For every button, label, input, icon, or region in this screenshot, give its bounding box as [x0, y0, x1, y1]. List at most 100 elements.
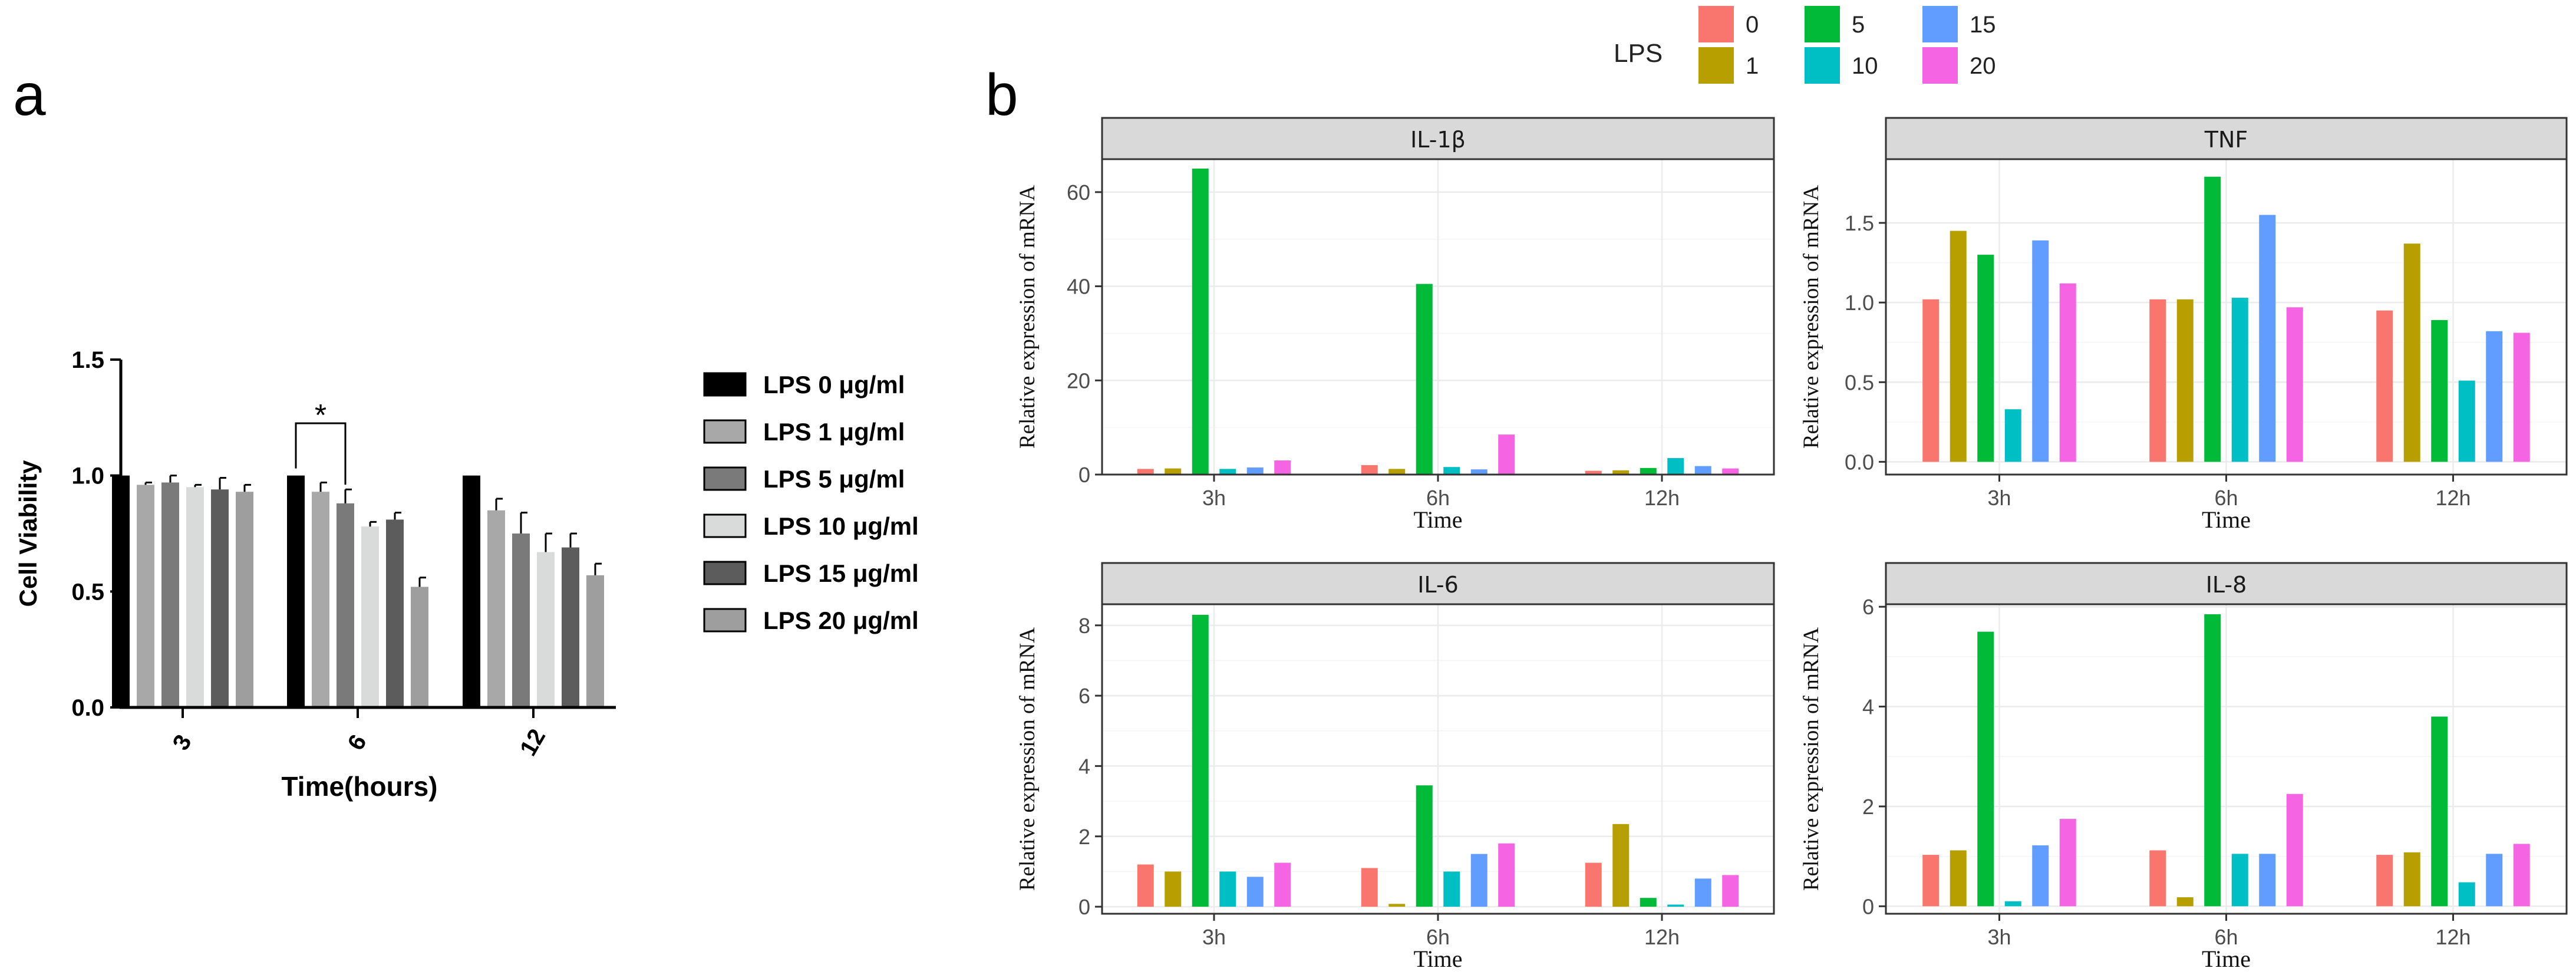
x-tick-label: 12h	[2435, 925, 2471, 949]
facet-border	[1885, 603, 2568, 915]
facet-title: IL-6	[1417, 572, 1459, 598]
bar-2-1	[2403, 243, 2420, 462]
y-tick-label: 4	[1078, 754, 1090, 778]
bar-2-5	[2513, 332, 2530, 462]
y-tick-label: 0.5	[71, 579, 104, 605]
bar-0-0	[1922, 855, 1940, 907]
y-axis-title: Relative expression of mRNA	[1015, 627, 1040, 891]
bar-4-2	[562, 547, 579, 707]
bar-2-0	[1585, 862, 1602, 907]
y-tick-label: 8	[1078, 614, 1090, 638]
bar-0-4	[1246, 877, 1264, 907]
bar-0-3	[1219, 469, 1236, 475]
bar-2-2	[1640, 898, 1657, 907]
bar-3-0	[186, 487, 204, 707]
legend-key-2	[1922, 6, 1958, 42]
legend-swatch-3	[703, 513, 747, 538]
bar-2-4	[2486, 331, 2503, 462]
x-axis-title: Time	[1413, 946, 1462, 972]
legend-entry-4: 10	[1852, 53, 1878, 79]
bar-2-2	[2431, 716, 2448, 907]
y-tick-label: 4	[1862, 695, 1874, 719]
significance-bracket	[295, 422, 347, 485]
bar-1-2	[2204, 614, 2221, 907]
legend-entry-3: 1	[1746, 53, 1759, 79]
y-tick-label: 40	[1067, 275, 1090, 299]
bar-1-5	[1498, 843, 1515, 907]
bar-2-5	[2513, 844, 2530, 907]
x-tick-label: 6	[343, 730, 372, 755]
legend-entry-5: 20	[1970, 53, 1996, 79]
bar-1-2	[1416, 284, 1433, 475]
legend-title: LPS	[1614, 39, 1663, 68]
bar-1-0	[137, 485, 154, 707]
legend-label-5: LPS 20 μg/ml	[763, 607, 919, 634]
x-tick-label: 3h	[1987, 925, 2011, 949]
bar-1-2	[1416, 785, 1433, 907]
facet-border	[1101, 158, 1775, 476]
bar-4-0	[211, 489, 229, 707]
bar-0-2	[1192, 168, 1209, 475]
facet-strip	[1101, 117, 1775, 160]
bar-2-0	[161, 482, 179, 707]
bar-1-4	[2259, 854, 2276, 907]
bar-0-2	[1977, 631, 1994, 907]
bar-0-2	[463, 475, 480, 707]
bar-2-1	[337, 503, 354, 707]
y-tick-label: 20	[1067, 368, 1090, 393]
facet-2: IL-6 3h 6h 12h 0 2 4 6 8 Relative expression of m…	[1015, 562, 1775, 972]
bar-0-5	[1274, 460, 1291, 475]
x-tick-label: 12h	[1644, 925, 1680, 949]
x-tick-label: 12	[515, 725, 550, 760]
legend-key-4	[1805, 47, 1840, 84]
bar-1-5	[2286, 307, 2303, 462]
bar-3-2	[537, 552, 555, 707]
bar-1-4	[1470, 469, 1487, 475]
bar-0-5	[2059, 819, 2076, 907]
x-axis-title: Time	[1413, 506, 1462, 533]
legend-entry-1: 5	[1852, 12, 1865, 38]
bar-1-3	[1443, 467, 1460, 475]
bar-0-1	[287, 475, 305, 707]
bar-0-3	[1219, 871, 1236, 907]
y-tick-label: 0	[1862, 894, 1874, 918]
bar-2-0	[1585, 470, 1602, 475]
y-tick-label: 6	[1078, 684, 1090, 708]
panel-a-label: a	[13, 62, 46, 128]
legend-swatch-1	[703, 419, 747, 444]
legend-swatch-4	[703, 561, 747, 585]
bar-2-0	[2376, 310, 2393, 462]
bar-5-2	[586, 575, 604, 707]
legend-label-3: LPS 10 μg/ml	[763, 512, 919, 540]
bar-1-3	[1443, 871, 1460, 907]
y-tick-label: 60	[1067, 180, 1090, 205]
bar-1-3	[2231, 298, 2248, 462]
x-tick-label: 6h	[1426, 925, 1450, 949]
cell-viability-chart: 0.0 0.5 1.0 1.5 3 6 12 Cell Viability Time(hours…	[14, 347, 919, 802]
facet-border	[1885, 158, 2568, 476]
bar-1-0	[2149, 299, 2166, 462]
y-tick-label: 0.5	[1845, 370, 1874, 394]
legend-entry-0: 0	[1746, 12, 1759, 38]
legend-swatch-5	[703, 608, 747, 633]
bar-2-4	[2486, 854, 2503, 907]
bar-2-4	[1694, 466, 1711, 475]
y-axis-title: Relative expression of mRNA	[1799, 185, 1823, 449]
facet-border	[1101, 603, 1775, 915]
facet-1: TNF 3h 6h 12h 0.0 0.5 1.0 1.5 Relative expressio…	[1799, 117, 2568, 533]
bar-2-2	[2431, 320, 2448, 462]
y-tick-label: 0.0	[1845, 450, 1874, 474]
y-tick-label: 1.0	[1845, 291, 1874, 315]
bar-2-3	[2458, 882, 2475, 907]
bar-1-4	[2259, 215, 2276, 462]
bar-2-0	[2376, 855, 2393, 907]
bar-2-5	[1722, 468, 1739, 475]
bar-4-1	[386, 519, 404, 707]
bar-5-0	[236, 492, 253, 707]
legend-key-3	[1698, 47, 1734, 84]
x-axis-title: Time	[2202, 506, 2251, 533]
y-tick-label: 2	[1862, 795, 1874, 819]
bar-5-1	[411, 587, 428, 707]
bar-1-1	[1388, 904, 1406, 907]
